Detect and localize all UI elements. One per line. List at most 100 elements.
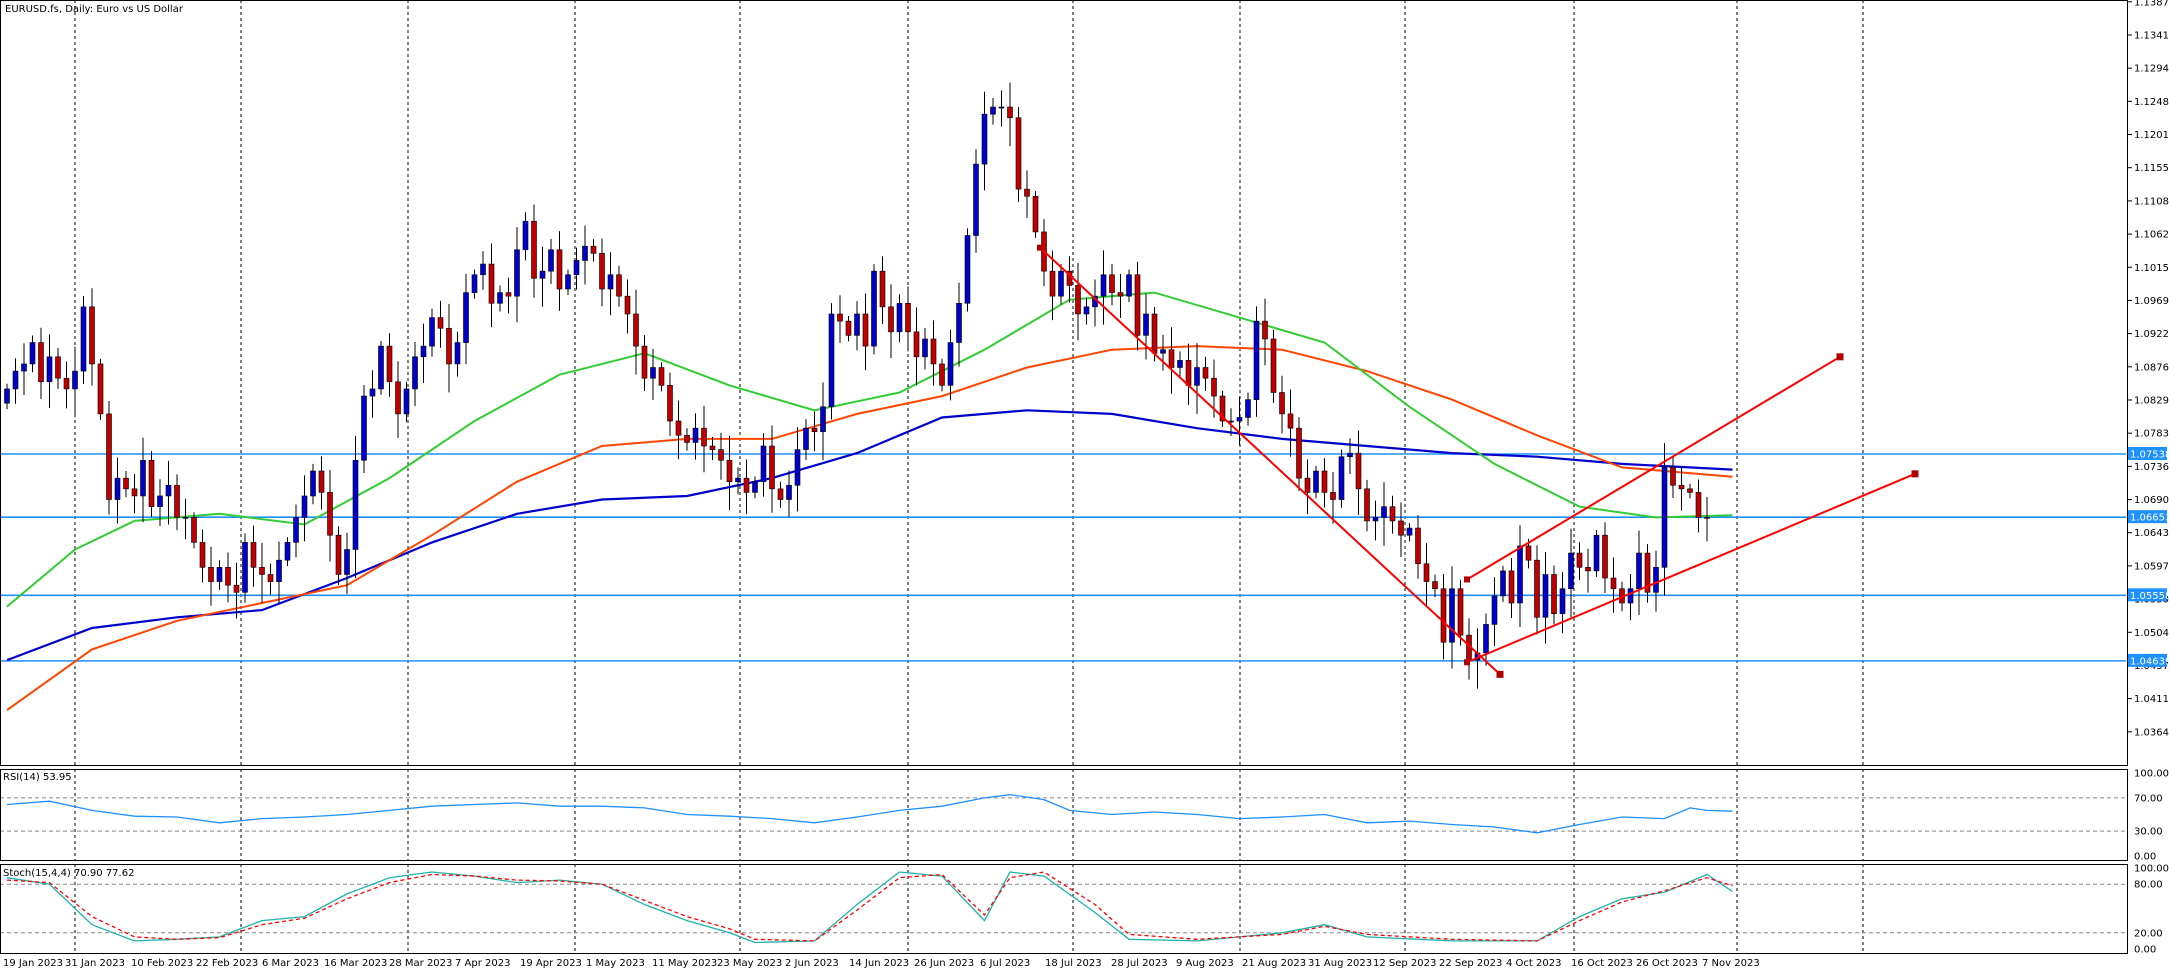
moving-average-orange[interactable] — [6, 345, 1733, 711]
candle-body[interactable] — [267, 574, 274, 582]
candle-body[interactable] — [361, 395, 367, 461]
candle-body[interactable] — [165, 484, 172, 497]
candle-body[interactable] — [157, 495, 163, 507]
candle-body[interactable] — [573, 260, 580, 276]
candle-body[interactable] — [684, 435, 690, 443]
candle-body[interactable] — [233, 584, 240, 593]
candle-body[interactable] — [828, 313, 835, 408]
candle-body[interactable] — [1177, 360, 1183, 368]
moving-average-blue[interactable] — [6, 409, 1733, 662]
candle-body[interactable] — [641, 345, 648, 379]
trendline-anchor[interactable] — [1836, 353, 1844, 361]
candle-body[interactable] — [1032, 195, 1039, 233]
candle-body[interactable] — [301, 495, 308, 518]
candle-body[interactable] — [1160, 349, 1166, 354]
candle-body[interactable] — [276, 559, 282, 582]
trendline-anchor[interactable] — [1496, 670, 1504, 678]
candle-body[interactable] — [293, 517, 299, 543]
candle-body[interactable] — [1134, 274, 1141, 336]
candle-body[interactable] — [429, 317, 435, 347]
candle-body[interactable] — [913, 331, 920, 358]
candle-body[interactable] — [386, 345, 393, 383]
candle-body[interactable] — [1644, 552, 1651, 593]
candle-body[interactable] — [437, 317, 444, 329]
candle-body[interactable] — [327, 492, 333, 536]
candle-body[interactable] — [896, 302, 903, 333]
candle-body[interactable] — [1500, 570, 1506, 597]
candle-body[interactable] — [735, 477, 741, 482]
candle-body[interactable] — [191, 517, 197, 543]
candle-body[interactable] — [633, 313, 639, 347]
candle-body[interactable] — [446, 327, 452, 365]
candle-body[interactable] — [318, 470, 325, 493]
candle-body[interactable] — [862, 313, 869, 347]
candle-body[interactable] — [72, 370, 78, 390]
candle-body[interactable] — [1279, 392, 1285, 415]
candle-body[interactable] — [607, 274, 614, 290]
candle-body[interactable] — [1585, 567, 1591, 572]
candle-body[interactable] — [947, 342, 954, 386]
candle-body[interactable] — [352, 459, 359, 550]
candle-body[interactable] — [854, 313, 860, 336]
candle-body[interactable] — [820, 406, 826, 433]
candle-body[interactable] — [369, 388, 376, 397]
candle-body[interactable] — [752, 481, 758, 493]
candle-body[interactable] — [216, 567, 223, 582]
candle-body[interactable] — [182, 517, 189, 519]
candle-body[interactable] — [1610, 577, 1617, 590]
candle-body[interactable] — [1449, 588, 1455, 643]
candle-body[interactable] — [939, 363, 945, 386]
candle-body[interactable] — [420, 345, 427, 358]
candle-body[interactable] — [777, 488, 784, 500]
candle-body[interactable] — [1483, 624, 1489, 654]
candle-body[interactable] — [616, 274, 622, 297]
candle-body[interactable] — [667, 385, 673, 422]
stoch-d-line[interactable] — [6, 871, 1733, 942]
candle-body[interactable] — [454, 342, 461, 365]
candle-body[interactable] — [174, 484, 180, 518]
candle-body[interactable] — [310, 470, 316, 497]
candle-body[interactable] — [556, 249, 563, 290]
candle-body[interactable] — [344, 549, 350, 575]
candle-body[interactable] — [1313, 470, 1319, 493]
candle-body[interactable] — [140, 459, 146, 497]
candle-body[interactable] — [80, 306, 87, 372]
candle-body[interactable] — [658, 367, 665, 386]
candle-body[interactable] — [531, 220, 537, 279]
candle-body[interactable] — [412, 356, 418, 390]
candle-body[interactable] — [1117, 292, 1124, 297]
candle-body[interactable] — [769, 445, 775, 490]
candle-body[interactable] — [845, 320, 852, 336]
candle-body[interactable] — [1542, 574, 1549, 618]
candle-body[interactable] — [786, 484, 792, 500]
candle-body[interactable] — [1432, 581, 1438, 590]
candle-body[interactable] — [1372, 517, 1379, 522]
candle-body[interactable] — [1304, 477, 1311, 493]
stoch-k-line[interactable] — [6, 871, 1733, 944]
candle-body[interactable] — [701, 427, 707, 447]
candle-body[interactable] — [403, 388, 410, 415]
candle-body[interactable] — [1364, 488, 1370, 522]
candle-body[interactable] — [1049, 270, 1056, 297]
candle-body[interactable] — [565, 274, 571, 290]
candle-body[interactable] — [599, 253, 605, 290]
candle-body[interactable] — [1517, 545, 1523, 604]
candle-body[interactable] — [335, 534, 342, 575]
candle-body[interactable] — [1593, 534, 1600, 572]
candle-body[interactable] — [1534, 559, 1540, 618]
candle-body[interactable] — [905, 302, 911, 333]
candle-body[interactable] — [590, 245, 597, 254]
candle-body[interactable] — [981, 113, 988, 165]
candle-body[interactable] — [930, 338, 937, 365]
candle-body[interactable] — [97, 363, 104, 415]
candle-body[interactable] — [1406, 527, 1413, 536]
candle-body[interactable] — [1695, 492, 1702, 518]
candle-body[interactable] — [1253, 320, 1260, 400]
candle-body[interactable] — [1678, 484, 1685, 490]
candle-body[interactable] — [21, 363, 27, 372]
candle-body[interactable] — [1338, 456, 1345, 500]
candle-body[interactable] — [1347, 452, 1353, 458]
candle-body[interactable] — [505, 292, 512, 297]
candle-body[interactable] — [514, 249, 520, 297]
